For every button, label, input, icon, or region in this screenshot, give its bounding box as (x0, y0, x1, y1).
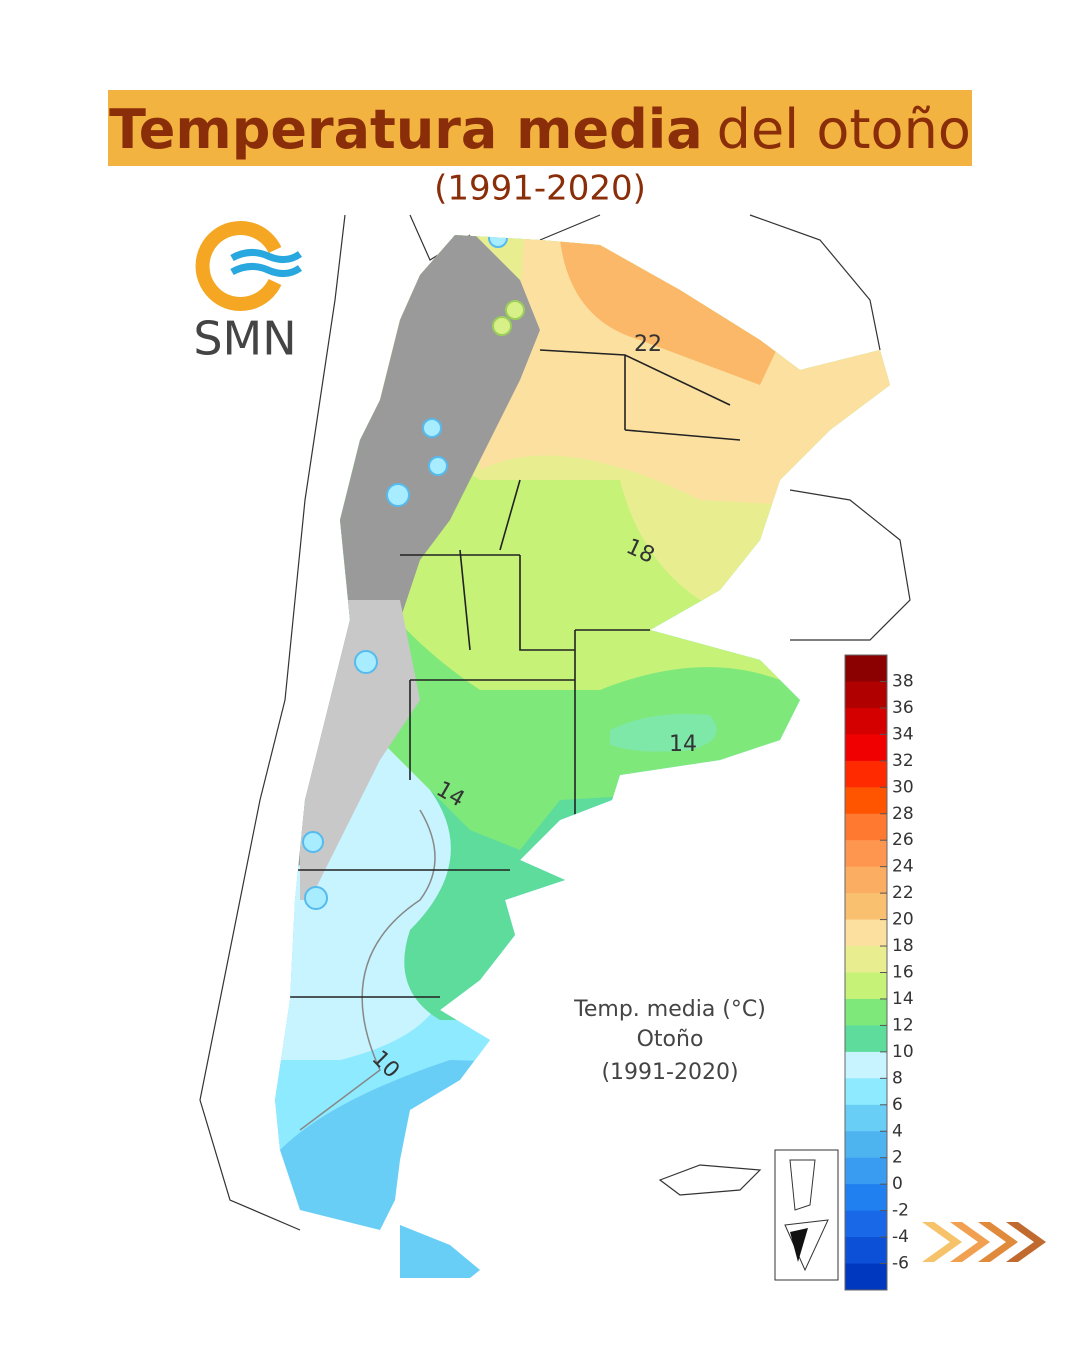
colorbar-segment (845, 919, 887, 947)
colorbar-tick-label: 10 (892, 1042, 914, 1062)
locator-map (774, 1149, 839, 1281)
chile-coast (199, 214, 346, 1231)
legend-period: (1991-2020) (601, 1060, 738, 1085)
colorbar-segment (845, 866, 887, 894)
zone-14-core (610, 714, 717, 752)
colorbar-segment (845, 1263, 887, 1291)
legend-title: Temp. media (°C) (573, 997, 766, 1022)
colorbar-segment (845, 681, 887, 709)
colorbar-tick-label: 22 (892, 883, 914, 903)
province-lines (290, 349, 741, 998)
title: Temperatura media del otoño (109, 98, 971, 161)
colorbar-segment (845, 972, 887, 1000)
colorbar-tick-label: 6 (892, 1095, 903, 1115)
colorbar-segment (845, 1210, 887, 1238)
colorbar-tick-label: 0 (892, 1174, 903, 1194)
station-circles (302, 235, 508, 910)
colorbar-segment (845, 1157, 887, 1185)
smn-logo: SMN (193, 221, 303, 366)
colorbar-tick-label: -4 (892, 1227, 909, 1247)
colorbar-tick-label: 38 (892, 671, 914, 691)
colorbar-tick-label: 4 (892, 1121, 903, 1141)
colorbar-tick-label: 26 (892, 830, 914, 850)
colorbar-segment (845, 655, 887, 682)
colorbar-segment (845, 1131, 887, 1159)
zone-12-14 (404, 790, 700, 1020)
colorbar-segment (845, 1104, 887, 1132)
title-banner (108, 90, 972, 166)
falklands (658, 1164, 762, 1196)
colorbar-segment (845, 1051, 887, 1079)
colorbar-tick-label: 36 (892, 698, 914, 718)
colorbar-segment (845, 840, 887, 868)
colorbar-segment (845, 998, 887, 1026)
colorbar-segment (845, 1184, 887, 1212)
colorbar-tick-label: 30 (892, 777, 914, 797)
title-bold: Temperatura media (109, 98, 703, 161)
neighbour-border (409, 214, 911, 641)
next-arrows (922, 1222, 1046, 1262)
colorbar-tick-label: 18 (892, 936, 914, 956)
contour-label: 14 (669, 732, 697, 757)
colorbar-tick-label: 32 (892, 751, 914, 771)
colorbar-segment (845, 1237, 887, 1265)
colorbar-segment (845, 1078, 887, 1106)
colorbar-segment (845, 760, 887, 788)
colorbar-tick-label: 16 (892, 963, 914, 983)
colorbar-segment (845, 1025, 887, 1053)
colorbar-segment (845, 893, 887, 921)
logo-text: SMN (193, 312, 296, 366)
colorbar-tick-label: 24 (892, 857, 914, 877)
subtitle: (1991-2020) (434, 169, 646, 209)
colorbar: 38363432302826242220181614121086420-2-4-… (844, 654, 914, 1291)
colorbar-tick-label: 2 (892, 1148, 903, 1168)
legend-season: Otoño (637, 1027, 704, 1052)
colorbar-tick-label: 12 (892, 1015, 914, 1035)
colorbar-segment (845, 787, 887, 815)
colorbar-tick-label: -6 (892, 1254, 909, 1274)
locator-fill (790, 1228, 808, 1262)
contour-label: 22 (634, 332, 662, 357)
colorbar-segment (845, 707, 887, 735)
colorbar-tick-label: 20 (892, 910, 914, 930)
colorbar-tick-label: 8 (892, 1068, 903, 1088)
colorbar-tick-label: 34 (892, 724, 914, 744)
contour-10 (299, 809, 436, 1131)
colorbar-segment (845, 813, 887, 841)
colorbar-tick-label: -2 (892, 1201, 909, 1221)
colorbar-tick-label: 28 (892, 804, 914, 824)
colorbar-segment (845, 946, 887, 973)
colorbar-tick-label: 14 (892, 989, 914, 1009)
title-rest: del otoño (717, 98, 971, 161)
colorbar-segment (845, 734, 887, 762)
